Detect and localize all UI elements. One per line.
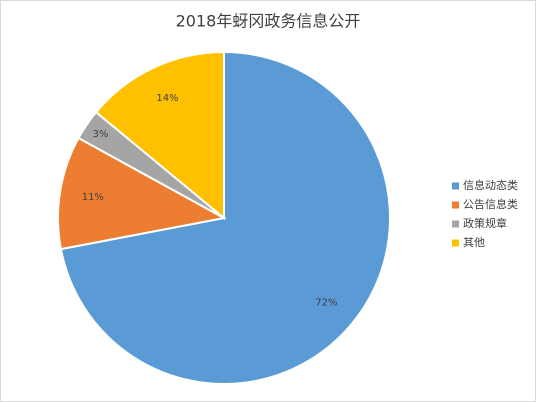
legend-label: 其他 bbox=[463, 236, 485, 249]
data-label: 11% bbox=[82, 192, 104, 203]
pie-slice bbox=[94, 50, 225, 221]
chart-title: 2018年蚜冈政务信息公开 bbox=[176, 12, 361, 31]
legend-swatch bbox=[452, 220, 459, 228]
legend-label: 信息动态类 bbox=[463, 178, 518, 192]
legend-label: 政策规章 bbox=[463, 216, 507, 230]
legend-swatch bbox=[452, 239, 459, 247]
data-label: 3% bbox=[92, 129, 108, 140]
legend-swatch bbox=[452, 201, 459, 209]
legend-swatch bbox=[452, 182, 459, 190]
pie-slice bbox=[57, 136, 227, 251]
legend-label: 公告信息类 bbox=[463, 197, 518, 211]
data-label: 14% bbox=[156, 93, 178, 104]
data-label: 72% bbox=[315, 298, 337, 309]
